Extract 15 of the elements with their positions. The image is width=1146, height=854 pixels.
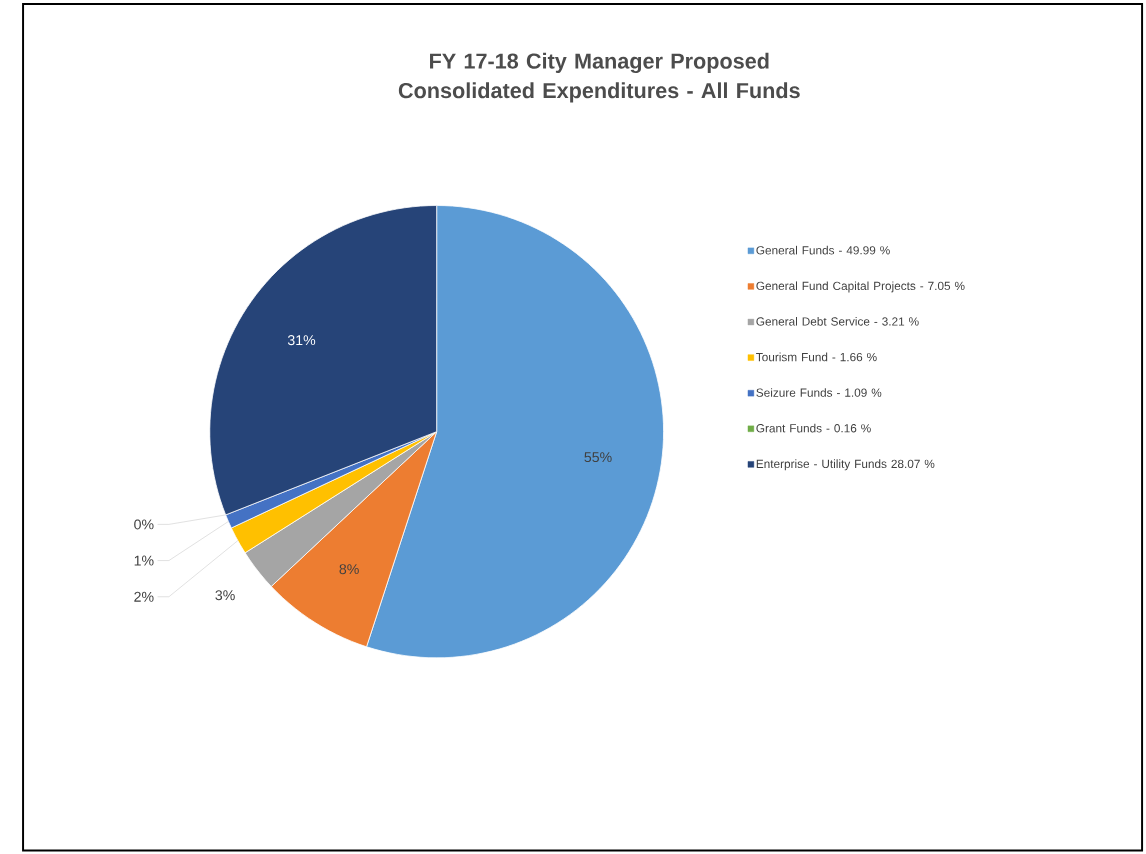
legend-label: Grant Funds - 0.16 % <box>756 423 871 433</box>
data-label: 1% <box>134 555 154 566</box>
legend-label: General Fund Capital Projects - 7.05 % <box>756 281 965 293</box>
text: 0% <box>134 519 154 530</box>
data-label: 55% <box>584 451 612 462</box>
data-label: 2% <box>134 591 154 602</box>
data-label: 8% <box>339 563 359 574</box>
legend-label: General Funds - 49.99 % <box>756 245 890 255</box>
legend-label: General Debt Service - 3.21 % <box>756 316 919 326</box>
legend-label: Enterprise - Utility Funds 28.07 % <box>756 459 935 471</box>
data-label: 31% <box>287 334 316 345</box>
data-label: 3% <box>215 589 235 600</box>
legend-label: Tourism Fund - 1.66 % <box>756 352 877 362</box>
chart-title: FY 17-18 City Manager Proposed Consolidated Expenditures - All Funds <box>398 52 800 103</box>
legend-label: Seizure Funds - 1.09 % <box>756 387 882 397</box>
